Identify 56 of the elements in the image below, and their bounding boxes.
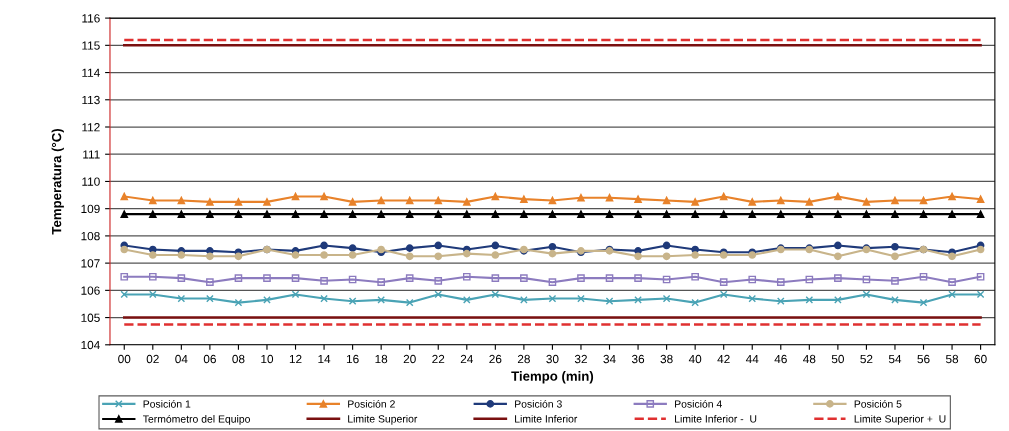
legend-label: Limite Inferior - U <box>675 414 757 423</box>
x-tick-label: 00 <box>118 354 131 364</box>
x-tick-label: 36 <box>631 354 645 364</box>
x-tick-label: 50 <box>831 354 844 364</box>
y-axis-title: Temperatura (°C) <box>51 129 64 235</box>
x-tick-label: 14 <box>318 354 331 364</box>
x-tick-label: 30 <box>546 354 559 364</box>
y-tick-label: 116 <box>82 14 100 23</box>
x-tick-label: 40 <box>688 354 702 364</box>
x-tick-label: 06 <box>203 354 216 364</box>
x-tick-label: 54 <box>888 354 902 364</box>
x-tick-label: 18 <box>375 354 388 364</box>
legend-label: Limite Superior <box>348 414 418 425</box>
y-tick-label: 106 <box>81 286 100 295</box>
legend-label: Posición 1 <box>143 399 191 408</box>
x-tick-label: 22 <box>432 354 445 364</box>
x-tick-label: 12 <box>289 354 302 364</box>
y-tick-label: 105 <box>81 313 100 322</box>
y-tick-label: 114 <box>82 68 100 77</box>
x-tick-label: 60 <box>974 354 987 364</box>
x-tick-label: 46 <box>774 354 787 364</box>
legend-label: Termómetro del Equipo <box>142 414 251 425</box>
y-tick-label: 109 <box>81 204 100 214</box>
y-tick-label: 111 <box>83 150 100 159</box>
x-tick-label: 20 <box>403 354 416 364</box>
x-tick-label: 42 <box>717 354 730 364</box>
legend-label: Limite Inferior <box>515 414 578 423</box>
x-tick-label: 24 <box>460 354 474 364</box>
y-tick-label: 112 <box>82 123 100 132</box>
y-tick-label: 107 <box>81 259 100 268</box>
legend-label: Posición 4 <box>675 399 722 408</box>
x-tick-label: 04 <box>175 354 188 364</box>
legend-label: Posición 2 <box>348 399 395 408</box>
x-tick-label: 02 <box>146 354 159 364</box>
x-tick-label: 16 <box>346 354 359 364</box>
y-tick-label: 115 <box>82 41 100 50</box>
y-tick-label: 113 <box>82 95 100 105</box>
x-tick-label: 32 <box>574 354 587 364</box>
x-tick-label: 38 <box>660 354 673 364</box>
y-tick-label: 104 <box>81 340 100 350</box>
x-axis-title: Tiempo (min) <box>511 371 594 384</box>
x-tick-label: 58 <box>945 354 959 364</box>
legend-label: Posición 3 <box>515 399 562 408</box>
y-tick-label: 110 <box>82 177 100 186</box>
x-tick-label: 08 <box>232 354 245 364</box>
legend-label: Limite Superior + U <box>854 414 946 425</box>
x-tick-label: 28 <box>517 354 530 364</box>
y-tick-label: 108 <box>81 231 100 241</box>
x-tick-label: 34 <box>603 354 616 364</box>
x-tick-label: 48 <box>803 354 816 364</box>
x-tick-label: 26 <box>489 354 502 364</box>
legend-label: Posición 5 <box>854 399 902 408</box>
x-tick-label: 10 <box>261 354 274 364</box>
x-tick-label: 56 <box>917 354 930 364</box>
x-tick-label: 52 <box>860 354 873 364</box>
x-tick-label: 44 <box>745 354 759 364</box>
